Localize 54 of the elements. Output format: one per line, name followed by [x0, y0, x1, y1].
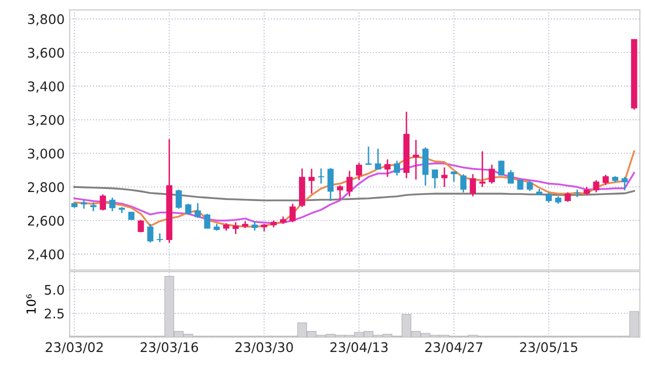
candlestick — [602, 174, 609, 186]
candlestick — [508, 169, 514, 184]
y-tick-label: 2,800 — [28, 182, 64, 194]
candlestick — [432, 168, 438, 189]
candlestick — [290, 203, 296, 223]
y-tick-label: 3,200 — [28, 114, 64, 126]
candlestick — [318, 168, 324, 184]
y-tick-label: 2.5 — [44, 308, 64, 319]
y-tick-label: 3,400 — [28, 81, 64, 93]
candlestick — [546, 192, 552, 204]
candlestick — [460, 173, 466, 194]
candlestick — [176, 188, 182, 210]
candlestick — [479, 150, 486, 188]
y-tick-label: 3,800 — [28, 14, 64, 26]
candlestick — [138, 219, 144, 234]
x-tick-label: 23/03/02 — [46, 342, 103, 354]
candlestick — [498, 160, 504, 176]
candlestick — [374, 148, 382, 170]
candlestick — [232, 222, 239, 235]
candlestick — [308, 168, 315, 194]
y-tick-label: 2,400 — [28, 249, 64, 261]
x-tick-label: 23/04/13 — [330, 342, 388, 354]
line-series — [74, 162, 636, 224]
candlestick — [564, 192, 571, 202]
candlestick — [109, 197, 116, 212]
candlestick — [346, 170, 353, 198]
candlestick — [622, 176, 628, 192]
candlestick — [147, 223, 154, 244]
candlestick — [365, 146, 372, 166]
y-tick-label: 2,600 — [28, 216, 64, 228]
candlestick — [204, 213, 210, 230]
y-tick-label: 3,600 — [28, 48, 64, 60]
candlestick — [185, 203, 192, 216]
x-tick-label: 23/04/27 — [425, 342, 482, 354]
candlestick — [488, 164, 495, 184]
candlestick — [336, 184, 344, 200]
candlestick — [252, 220, 258, 232]
x-tick-label: 23/03/30 — [235, 342, 293, 354]
y-axis-title: 10⁶ — [26, 294, 36, 314]
candlestick — [384, 158, 391, 178]
candlestick — [412, 139, 420, 180]
y-tick-label: 5.0 — [44, 284, 64, 295]
x-tick-label: 23/05/15 — [520, 342, 578, 354]
candlestick — [394, 160, 400, 176]
candlestick — [526, 180, 533, 192]
candlestick — [100, 194, 106, 212]
candlestick — [327, 167, 334, 202]
x-tick-label: 23/03/16 — [140, 342, 198, 354]
candlestick — [356, 162, 362, 181]
candlestick — [593, 180, 600, 194]
candlestick — [156, 232, 163, 243]
y-tick-label: 3,000 — [28, 148, 64, 160]
candlestick — [194, 202, 201, 219]
candlestick — [470, 173, 476, 198]
